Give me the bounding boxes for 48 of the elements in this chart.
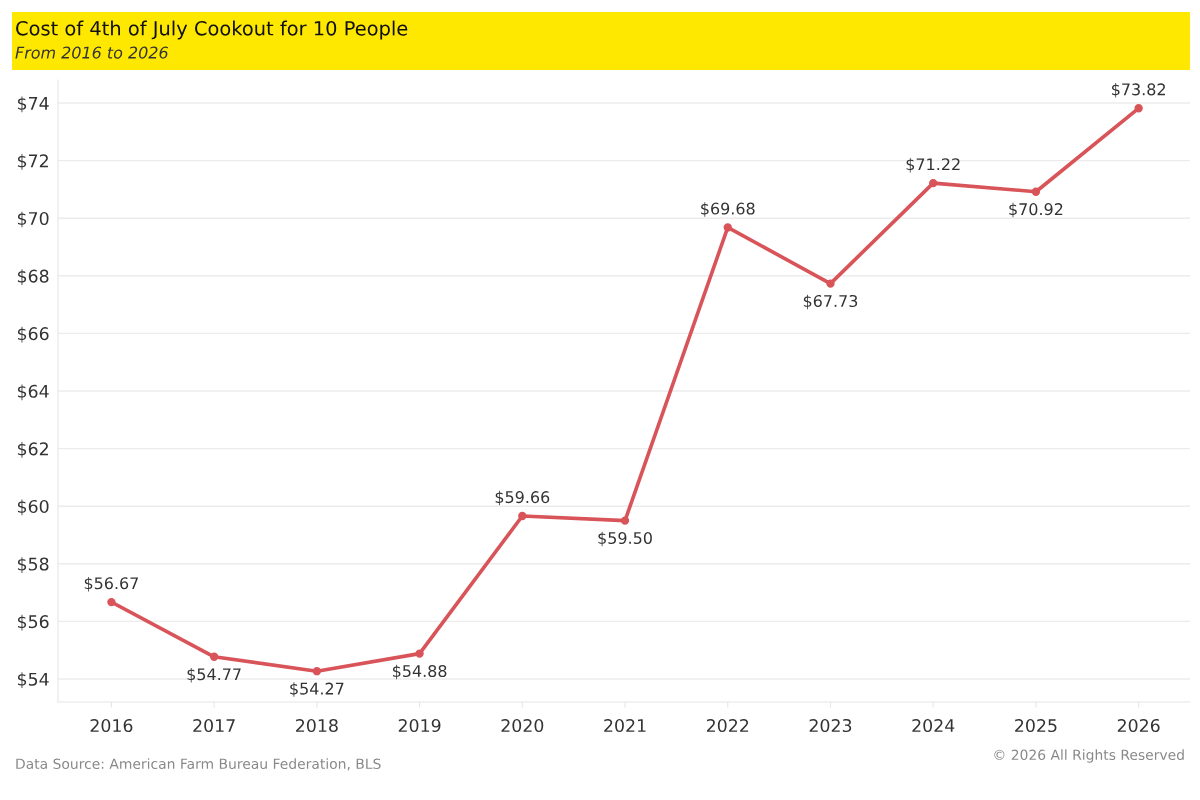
point xyxy=(415,649,424,658)
y-tick-label: $56 xyxy=(17,614,49,631)
text: © 2026 All Rights Reserved xyxy=(994,749,1184,763)
y-tick-label: $70 xyxy=(17,211,49,228)
x-tick-label: 2024 xyxy=(912,718,955,733)
data-label: $67.73 xyxy=(803,294,858,310)
point xyxy=(1031,187,1041,196)
source-note: Data Source: American Farm Bureau Federation, BLS xyxy=(16,758,381,771)
data-label: $59.66 xyxy=(495,490,550,506)
point xyxy=(518,511,527,521)
x-tick-label: 2018 xyxy=(296,718,338,733)
point xyxy=(929,178,938,188)
data-label: $54.88 xyxy=(392,664,447,680)
point xyxy=(826,279,835,288)
y-tick-label: $72 xyxy=(17,154,48,170)
y-tick-label: $66 xyxy=(17,326,49,343)
point xyxy=(620,516,630,525)
x-tick-label: 2026 xyxy=(1117,718,1160,733)
y-tick-label: $54 xyxy=(17,672,49,689)
point xyxy=(209,652,219,661)
point xyxy=(1134,104,1143,113)
x-tick-label: 2016 xyxy=(90,718,133,733)
y-tick-label: $60 xyxy=(17,499,49,516)
data-label: $56.67 xyxy=(84,576,138,592)
data-label: $71.22 xyxy=(906,157,960,173)
point xyxy=(723,223,732,232)
data-label: $73.82 xyxy=(1112,83,1165,98)
x-tick-label: 2025 xyxy=(1015,718,1057,733)
data-label: $59.50 xyxy=(598,531,652,547)
x-tick-label: 2023 xyxy=(809,718,852,733)
data-label: $54.27 xyxy=(290,682,344,697)
x-tick-label: 2020 xyxy=(501,718,544,733)
data-label: $54.77 xyxy=(187,667,241,683)
x-tick-label: 2017 xyxy=(193,718,235,733)
y-tick-label: $74 xyxy=(17,96,49,113)
x-tick-label: 2022 xyxy=(706,718,749,733)
chart-subtitle: From 2016 to 2026 xyxy=(15,46,168,59)
data-label: $70.92 xyxy=(1009,202,1063,218)
y-tick-label: $58 xyxy=(17,557,49,573)
point xyxy=(312,667,322,676)
y-tick-label: $68 xyxy=(17,269,49,285)
data-label: $69.68 xyxy=(701,202,755,217)
point xyxy=(107,597,116,607)
y-tick-label: $62 xyxy=(17,442,48,458)
y-tick-label: $64 xyxy=(17,384,49,401)
chart-title: Cost of 4th of July Cookout for 10 People xyxy=(16,20,408,40)
x-tick-label: 2019 xyxy=(398,718,441,733)
x-tick-label: 2021 xyxy=(604,718,646,733)
